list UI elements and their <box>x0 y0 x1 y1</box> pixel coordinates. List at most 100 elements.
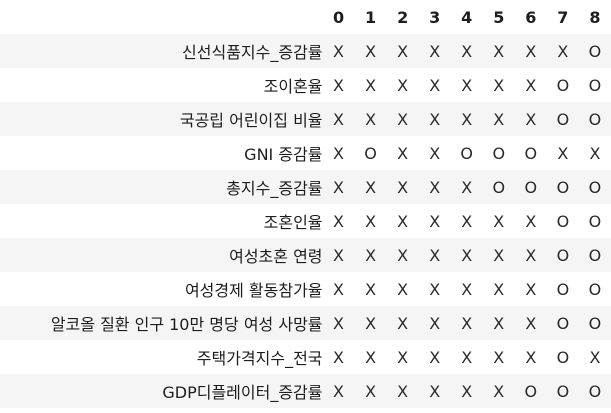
table-row: GDP디플레이터_증감률 X X X X X X O O O <box>0 374 611 408</box>
table-cell: X <box>386 204 419 238</box>
table-row: 신선식품지수_증감률 X X X X X X X X O <box>0 34 611 68</box>
table-cell: X <box>578 136 611 170</box>
table-cell: X <box>482 34 515 68</box>
column-header: 3 <box>418 0 451 34</box>
table-cell: X <box>386 340 419 374</box>
table-body: 신선식품지수_증감률 X X X X X X X X O 조이혼율 X X X X X X X O O 국공립 어린이집… <box>0 34 611 408</box>
table-cell: X <box>322 170 355 204</box>
table-cell: X <box>418 102 451 136</box>
table-cell: X <box>386 272 419 306</box>
row-label: 총지수_증감률 <box>0 170 323 204</box>
table-cell: X <box>482 306 515 340</box>
table-cell: X <box>354 170 387 204</box>
row-label: 조혼인율 <box>0 204 323 238</box>
table-cell: X <box>354 238 387 272</box>
table-row: 총지수_증감률 X X X X X O O O O <box>0 170 611 204</box>
table-cell: X <box>450 68 483 102</box>
table-cell: X <box>386 238 419 272</box>
header-row: 0 1 2 3 4 5 6 7 8 <box>0 0 611 34</box>
table-cell: X <box>450 272 483 306</box>
table-cell: X <box>354 272 387 306</box>
table-cell: O <box>578 170 611 204</box>
table-row: 조이혼율 X X X X X X X O O <box>0 68 611 102</box>
table-cell: X <box>418 374 451 408</box>
table-cell: X <box>354 306 387 340</box>
column-header: 0 <box>322 0 355 34</box>
table-cell: X <box>386 102 419 136</box>
row-label: 여성초혼 연령 <box>0 238 323 272</box>
row-label: 여성경제 활동참가율 <box>0 272 323 306</box>
table-cell: X <box>386 170 419 204</box>
table-cell: X <box>482 204 515 238</box>
table-cell: O <box>514 374 547 408</box>
column-header: 8 <box>578 0 611 34</box>
table-cell: O <box>578 102 611 136</box>
table-row: 여성경제 활동참가율 X X X X X X X O O <box>0 272 611 306</box>
table-cell: X <box>322 340 355 374</box>
table-cell: X <box>322 204 355 238</box>
table-cell: X <box>450 204 483 238</box>
table-cell: X <box>482 374 515 408</box>
table-cell: X <box>354 340 387 374</box>
table-cell: X <box>514 306 547 340</box>
table-cell: O <box>546 170 579 204</box>
table-cell: X <box>578 340 611 374</box>
table-cell: O <box>546 204 579 238</box>
table-cell: O <box>546 340 579 374</box>
table-cell: X <box>450 34 483 68</box>
table-cell: X <box>418 136 451 170</box>
table-cell: X <box>386 306 419 340</box>
table-cell: X <box>322 34 355 68</box>
table-cell: X <box>354 34 387 68</box>
table-cell: X <box>322 306 355 340</box>
table-cell: X <box>450 170 483 204</box>
table-cell: O <box>578 374 611 408</box>
table-cell: X <box>418 34 451 68</box>
table-cell: X <box>322 238 355 272</box>
table-cell: O <box>482 170 515 204</box>
row-label: 알코올 질환 인구 10만 명당 여성 사망률 <box>0 306 323 340</box>
column-header: 1 <box>354 0 387 34</box>
table-cell: O <box>546 102 579 136</box>
table-row: 주택가격지수_전국 X X X X X X X O X <box>0 340 611 374</box>
table-cell: X <box>322 136 355 170</box>
table-cell: X <box>482 340 515 374</box>
table-cell: O <box>514 170 547 204</box>
table-cell: O <box>546 374 579 408</box>
table-cell: X <box>354 374 387 408</box>
table-cell: O <box>578 238 611 272</box>
table-cell: X <box>386 374 419 408</box>
table-cell: O <box>578 34 611 68</box>
table-cell: X <box>482 272 515 306</box>
row-label: GNI 증감률 <box>0 136 323 170</box>
table-cell: X <box>322 102 355 136</box>
table-cell: X <box>514 102 547 136</box>
column-header: 2 <box>386 0 419 34</box>
table-cell: X <box>354 102 387 136</box>
table-cell: X <box>450 340 483 374</box>
column-header: 5 <box>482 0 515 34</box>
table-cell: X <box>322 374 355 408</box>
table-row: GNI 증감률 X O X X O O O X X <box>0 136 611 170</box>
table-cell: O <box>354 136 387 170</box>
table-cell: X <box>514 238 547 272</box>
table-cell: X <box>322 68 355 102</box>
table-cell: X <box>418 340 451 374</box>
table-cell: X <box>450 238 483 272</box>
table-cell: O <box>578 204 611 238</box>
table-cell: O <box>546 238 579 272</box>
table-cell: O <box>514 136 547 170</box>
table-row: 조혼인율 X X X X X X X O O <box>0 204 611 238</box>
table-row: 여성초혼 연령 X X X X X X X O O <box>0 238 611 272</box>
table-cell: X <box>418 238 451 272</box>
table-cell: X <box>482 102 515 136</box>
table-cell: X <box>482 68 515 102</box>
table-cell: O <box>450 136 483 170</box>
table-cell: X <box>386 68 419 102</box>
table-cell: X <box>514 68 547 102</box>
column-header: 4 <box>450 0 483 34</box>
table-cell: O <box>546 68 579 102</box>
table-cell: X <box>418 68 451 102</box>
table-cell: X <box>450 102 483 136</box>
